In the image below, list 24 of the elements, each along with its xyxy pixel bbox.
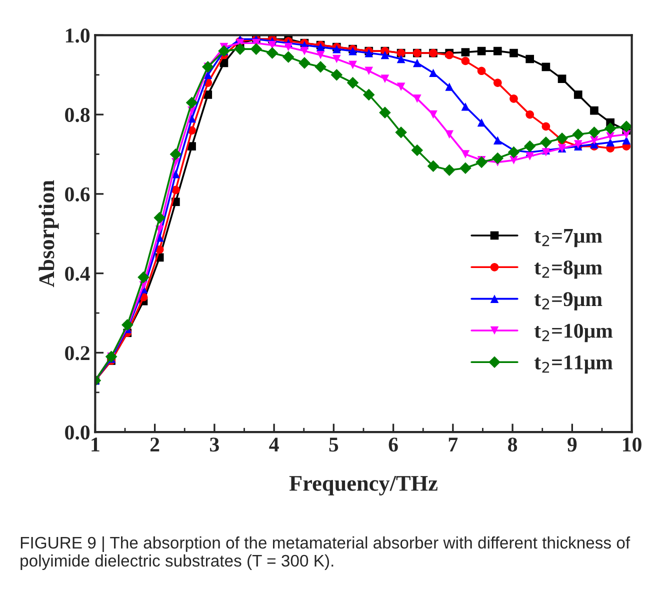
x-axis-title: Frequency/THz [289, 476, 438, 496]
y-tick-label: 0.0 [65, 425, 90, 440]
x-tick-label: 3 [210, 438, 219, 452]
legend-label: t$_{2}$=7μm [534, 229, 602, 248]
y-tick-label: 0.2 [65, 346, 90, 360]
x-tick-label: 7 [448, 438, 458, 452]
y-tick-label: 0.6 [65, 187, 90, 202]
x-tick-label: 5 [329, 438, 338, 452]
y-tick-label: 0.8 [65, 108, 90, 122]
y-tick-label: 0.4 [65, 266, 90, 281]
x-tick-label: 2 [150, 438, 160, 452]
x-tick-label: 9 [568, 438, 577, 452]
x-tick-label: 6 [388, 438, 398, 452]
legend-label: t$_{2}$=10μm [534, 324, 613, 342]
legend-label: t$_{2}$=9μm [534, 292, 602, 310]
x-tick-label: 8 [508, 438, 518, 452]
legend-label: t$_{2}$=8μm [534, 260, 602, 279]
x-tick-label: 1 [92, 438, 100, 452]
x-tick-label: 4 [269, 438, 279, 452]
y-axis-title: Absorption [38, 180, 59, 288]
caption: FIGURE 9 | The absorption of the metamaterial absorber with different thickness of polyimide dielectric substrates (T = 300 K). [20, 536, 630, 570]
legend-label: t$_{2}$=11μm [534, 355, 613, 374]
x-tick-label: 10 [623, 438, 642, 452]
y-tick-label: 1.0 [66, 28, 90, 43]
